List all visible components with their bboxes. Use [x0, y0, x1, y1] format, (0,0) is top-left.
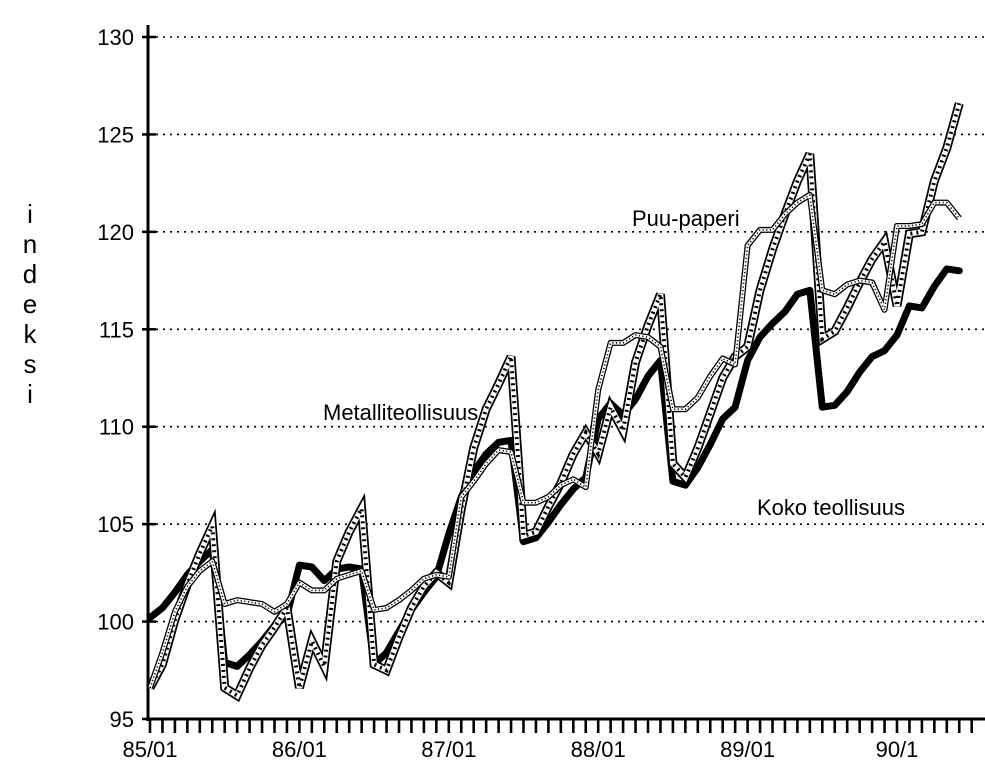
x-tick-label: 89/01 [720, 737, 775, 762]
annotations: Puu-paperi Metalliteollisuus Koko teollisu… [323, 206, 905, 520]
y-axis-label-letter: n [23, 229, 37, 259]
x-tick-label: 85/01 [122, 737, 177, 762]
y-axis-label-letter: s [24, 349, 37, 379]
y-axis-label-letter: i [27, 379, 33, 409]
y-tick-label: 120 [97, 220, 134, 245]
y-axis-label-letter: i [27, 199, 33, 229]
series-line-dots [149, 193, 960, 689]
series-line-fill [148, 193, 961, 689]
y-axis-label-letter: d [23, 259, 37, 289]
axes [142, 25, 985, 733]
y-tick-label: 115 [99, 317, 134, 342]
x-tick-label: 88/01 [571, 737, 626, 762]
x-tick-label: 90/1 [876, 737, 919, 762]
series-layer [148, 102, 964, 703]
y-tick-label: 110 [99, 415, 134, 440]
y-tick-label: 130 [97, 25, 134, 50]
annotation-label: Koko teollisuus [757, 495, 905, 520]
x-tick-labels: 85/01 86/01 87/01 88/01 89/01 90/1 [122, 737, 918, 762]
y-tick-label: 125 [97, 122, 134, 147]
series-puu-paperi [148, 191, 962, 689]
x-tick-label: 87/01 [421, 737, 476, 762]
y-tick-label: 105 [97, 512, 134, 537]
y-tick-label: 100 [97, 610, 134, 635]
annotation-label: Puu-paperi [632, 206, 740, 231]
x-tick-label: 86/01 [272, 737, 327, 762]
y-axis-label-letter: k [24, 319, 38, 349]
series-line-outline [148, 191, 962, 689]
y-axis-label-letter: e [23, 289, 37, 319]
annotation-label: Metalliteollisuus [323, 400, 478, 425]
y-tick-label: 95 [110, 707, 134, 732]
y-tick-labels: 95 100 105 110 115 120 125 130 [97, 25, 134, 732]
gridlines [156, 36, 985, 623]
